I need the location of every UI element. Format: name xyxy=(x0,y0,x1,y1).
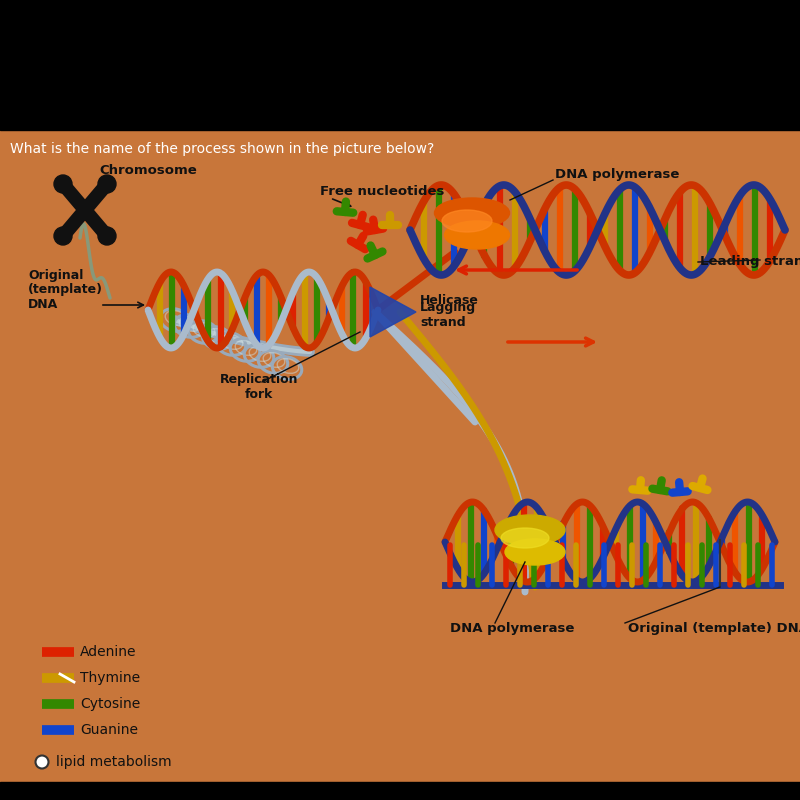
Text: DNA polymerase: DNA polymerase xyxy=(450,622,574,635)
Bar xyxy=(608,130,624,782)
Bar xyxy=(272,130,288,782)
Text: Original (template) DNA strand: Original (template) DNA strand xyxy=(628,622,800,635)
Bar xyxy=(320,130,336,782)
Bar xyxy=(144,130,160,782)
Bar xyxy=(192,130,208,782)
Text: Cytosine: Cytosine xyxy=(80,697,140,711)
Circle shape xyxy=(54,175,72,193)
Ellipse shape xyxy=(442,210,492,232)
Bar xyxy=(736,130,752,782)
Bar xyxy=(528,130,544,782)
Bar xyxy=(480,130,496,782)
Circle shape xyxy=(98,175,116,193)
Bar xyxy=(688,130,704,782)
Bar xyxy=(768,130,784,782)
Bar xyxy=(512,130,528,782)
Text: Adenine: Adenine xyxy=(80,645,137,659)
Bar xyxy=(544,130,560,782)
Ellipse shape xyxy=(501,528,549,548)
Bar xyxy=(304,130,320,782)
Bar xyxy=(48,130,64,782)
Polygon shape xyxy=(370,287,416,337)
Text: What is the name of the process shown in the picture below?: What is the name of the process shown in… xyxy=(10,142,434,156)
Text: Leading strand: Leading strand xyxy=(700,255,800,268)
Bar xyxy=(80,130,96,782)
Bar xyxy=(160,130,176,782)
Bar xyxy=(784,130,800,782)
Bar xyxy=(576,130,592,782)
Text: DNA polymerase: DNA polymerase xyxy=(555,168,679,181)
Bar xyxy=(624,130,640,782)
Bar xyxy=(0,0,800,130)
Text: Replication
fork: Replication fork xyxy=(220,373,298,401)
Text: Free nucleotides: Free nucleotides xyxy=(320,185,444,198)
Circle shape xyxy=(98,227,116,245)
Bar xyxy=(656,130,672,782)
Text: Guanine: Guanine xyxy=(80,723,138,737)
Text: lipid metabolism: lipid metabolism xyxy=(56,755,172,769)
Bar xyxy=(0,130,800,782)
Ellipse shape xyxy=(505,539,565,565)
Bar xyxy=(0,782,800,800)
Bar xyxy=(240,130,256,782)
Bar xyxy=(336,130,352,782)
Bar xyxy=(256,130,272,782)
Bar xyxy=(368,130,384,782)
Bar xyxy=(560,130,576,782)
Bar xyxy=(416,130,432,782)
Bar xyxy=(64,130,80,782)
Bar xyxy=(464,130,480,782)
Ellipse shape xyxy=(434,198,510,228)
Bar xyxy=(32,130,48,782)
Bar xyxy=(752,130,768,782)
Bar xyxy=(384,130,400,782)
Bar xyxy=(496,130,512,782)
Bar xyxy=(672,130,688,782)
Bar xyxy=(128,130,144,782)
Circle shape xyxy=(54,227,72,245)
Bar xyxy=(352,130,368,782)
Text: Lagging
strand: Lagging strand xyxy=(420,301,476,329)
Circle shape xyxy=(35,755,49,769)
Bar xyxy=(176,130,192,782)
Bar xyxy=(112,130,128,782)
Bar xyxy=(96,130,112,782)
Bar xyxy=(432,130,448,782)
Text: Original
(template)
DNA: Original (template) DNA xyxy=(28,269,103,311)
Bar xyxy=(224,130,240,782)
Text: Chromosome: Chromosome xyxy=(99,164,197,177)
Bar xyxy=(592,130,608,782)
Bar xyxy=(640,130,656,782)
Text: Thymine: Thymine xyxy=(80,671,140,685)
Bar xyxy=(288,130,304,782)
Ellipse shape xyxy=(445,221,510,249)
Bar xyxy=(448,130,464,782)
Bar xyxy=(400,130,416,782)
Bar xyxy=(16,130,32,782)
Bar xyxy=(0,130,16,782)
Ellipse shape xyxy=(495,515,565,545)
Bar xyxy=(720,130,736,782)
Bar xyxy=(208,130,224,782)
Text: Helicase: Helicase xyxy=(420,294,479,307)
Bar xyxy=(704,130,720,782)
